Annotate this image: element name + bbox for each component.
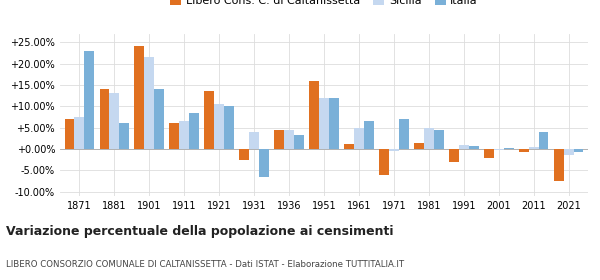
- Bar: [424, 128, 434, 149]
- Bar: [239, 149, 249, 160]
- Legend: Libero Cons. C. di Caltanissetta, Sicilia, Italia: Libero Cons. C. di Caltanissetta, Sicili…: [166, 0, 482, 10]
- Bar: [504, 148, 514, 149]
- Bar: [364, 121, 374, 149]
- Bar: [379, 149, 389, 176]
- Bar: [144, 57, 154, 149]
- Bar: [519, 149, 529, 152]
- Bar: [434, 130, 443, 149]
- Bar: [84, 51, 94, 149]
- Bar: [529, 147, 539, 149]
- Bar: [574, 149, 583, 152]
- Bar: [214, 104, 224, 149]
- Bar: [554, 149, 564, 181]
- Bar: [354, 128, 364, 149]
- Bar: [310, 81, 319, 149]
- Bar: [189, 113, 199, 149]
- Bar: [344, 144, 354, 149]
- Bar: [119, 123, 129, 149]
- Bar: [564, 149, 574, 155]
- Bar: [169, 123, 179, 149]
- Bar: [249, 132, 259, 149]
- Text: LIBERO CONSORZIO COMUNALE DI CALTANISSETTA - Dati ISTAT - Elaborazione TUTTITALI: LIBERO CONSORZIO COMUNALE DI CALTANISSET…: [6, 260, 404, 269]
- Bar: [484, 149, 494, 158]
- Bar: [414, 143, 424, 149]
- Bar: [134, 46, 144, 149]
- Bar: [284, 130, 294, 149]
- Bar: [329, 98, 338, 149]
- Bar: [259, 149, 269, 177]
- Bar: [319, 98, 329, 149]
- Bar: [65, 119, 74, 149]
- Bar: [74, 117, 84, 149]
- Text: Variazione percentuale della popolazione ai censimenti: Variazione percentuale della popolazione…: [6, 225, 394, 238]
- Bar: [100, 89, 109, 149]
- Bar: [205, 91, 214, 149]
- Bar: [539, 132, 548, 149]
- Bar: [179, 121, 189, 149]
- Bar: [494, 149, 504, 150]
- Bar: [469, 146, 479, 149]
- Bar: [274, 130, 284, 149]
- Bar: [449, 149, 459, 162]
- Bar: [459, 145, 469, 149]
- Bar: [224, 106, 234, 149]
- Bar: [389, 149, 399, 151]
- Bar: [399, 119, 409, 149]
- Bar: [109, 94, 119, 149]
- Bar: [154, 89, 164, 149]
- Bar: [294, 135, 304, 149]
